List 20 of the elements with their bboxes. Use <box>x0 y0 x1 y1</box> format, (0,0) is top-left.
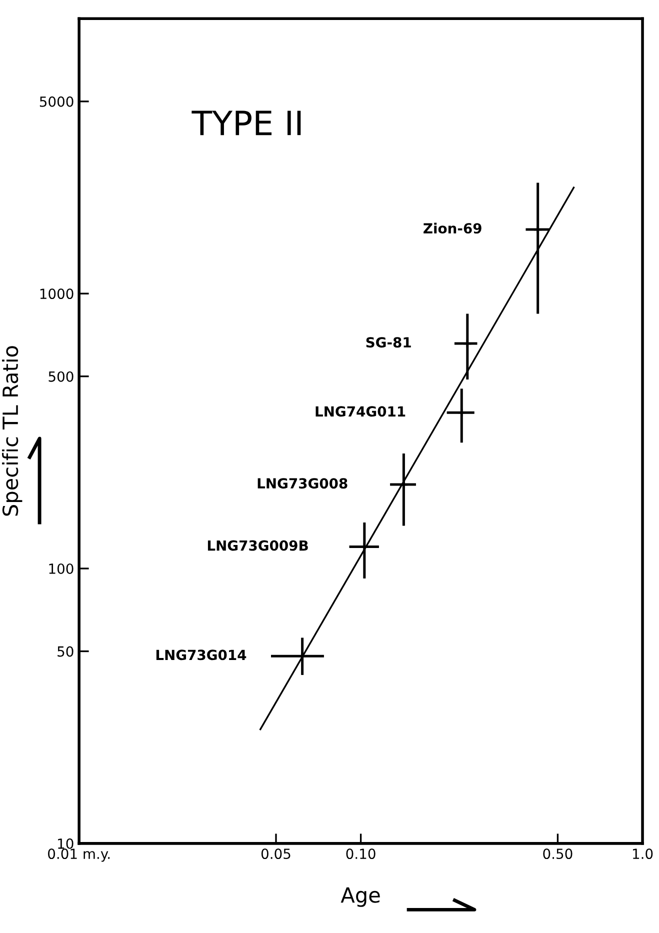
y-tick-label: 1000 <box>40 288 74 300</box>
annotation: LNG73G009B <box>208 540 308 551</box>
annotation: Zion-69 <box>424 222 482 234</box>
x-axis-title: Age <box>340 887 380 907</box>
y-tick-label: 50 <box>58 646 74 657</box>
x-tick-label: 0.50 <box>543 848 572 860</box>
annotation: LNG73G014 <box>156 650 246 660</box>
annotation: LNG73G008 <box>258 478 348 489</box>
x-tick-label: 0.01 m.y. <box>48 848 110 862</box>
annotation: LNG74G011 <box>316 406 406 417</box>
y-tick-label: 100 <box>49 563 74 574</box>
annotation: SG-81 <box>366 337 411 348</box>
y-tick-label: 500 <box>48 371 74 382</box>
text: TYPE II <box>192 110 301 136</box>
x-tick-label: 1.0 <box>633 848 653 860</box>
y-tick-label: 5000 <box>40 96 74 107</box>
y-axis-title: Specific TL Ratio <box>2 346 22 516</box>
y-tick-label: 10 <box>58 838 74 849</box>
x-tick-label: 0.05 <box>261 848 290 860</box>
x-tick-label: 0.10 <box>346 848 376 860</box>
